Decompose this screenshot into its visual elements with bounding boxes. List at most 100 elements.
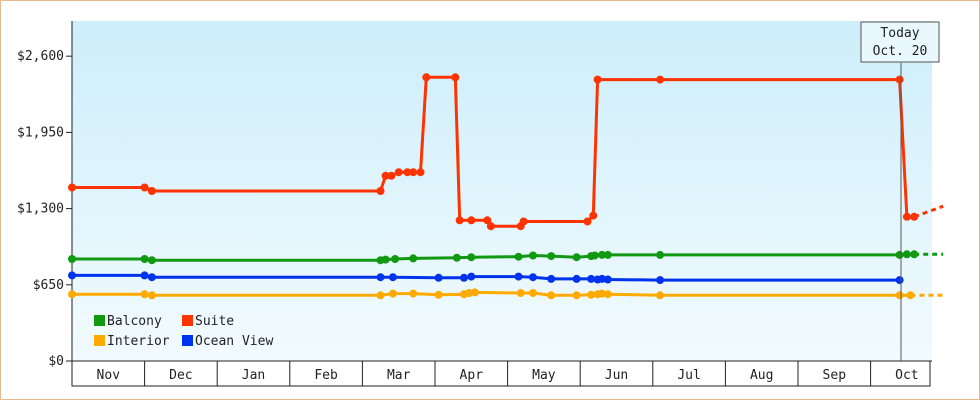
data-point-interior bbox=[140, 290, 149, 299]
data-point-suite bbox=[140, 183, 149, 192]
data-point-suite bbox=[409, 168, 418, 177]
x-tick-label: Sep bbox=[823, 368, 847, 383]
data-point-balcony bbox=[910, 250, 919, 259]
x-tick-label: Aug bbox=[750, 368, 773, 383]
data-point-ocean-view bbox=[388, 273, 397, 282]
data-point-suite bbox=[68, 183, 76, 192]
data-point-balcony bbox=[603, 250, 612, 259]
y-tick-label: $2,600 bbox=[17, 49, 64, 64]
data-point-interior bbox=[906, 291, 915, 300]
data-point-ocean-view bbox=[598, 274, 606, 283]
today-date: Oct. 20 bbox=[873, 44, 928, 59]
legend-swatch-balcony bbox=[94, 315, 105, 326]
data-point-suite bbox=[381, 171, 390, 180]
legend: Balcony Suite Interior Ocean View bbox=[94, 314, 273, 349]
data-point-balcony bbox=[656, 250, 665, 259]
data-point-ocean-view bbox=[514, 272, 523, 281]
y-tick-label: $1,300 bbox=[17, 202, 64, 217]
data-point-interior bbox=[895, 291, 904, 300]
data-point-suite bbox=[656, 75, 665, 84]
data-point-ocean-view bbox=[467, 272, 476, 281]
data-point-suite bbox=[895, 75, 904, 84]
legend-label-interior: Interior bbox=[107, 334, 170, 349]
axes: $0 $650 $1,300 $1,950 $2,600 Nov Dec Jan Feb Mar A… bbox=[17, 21, 932, 387]
data-point-suite bbox=[589, 211, 598, 220]
data-point-suite bbox=[910, 212, 919, 221]
x-tick-label: Apr bbox=[460, 368, 484, 383]
legend-swatch-interior bbox=[94, 335, 105, 346]
data-point-interior bbox=[465, 289, 474, 297]
x-tick-label: Nov bbox=[97, 368, 121, 383]
data-point-interior bbox=[603, 290, 612, 299]
data-point-ocean-view bbox=[434, 273, 443, 282]
data-point-suite bbox=[486, 222, 495, 231]
legend-label-suite: Suite bbox=[195, 314, 234, 329]
x-tick-label: Jul bbox=[677, 368, 700, 383]
data-point-ocean-view bbox=[147, 273, 156, 282]
data-point-suite bbox=[593, 75, 602, 84]
legend-label-ocean-view: Ocean View bbox=[195, 334, 273, 349]
data-point-balcony bbox=[895, 250, 904, 259]
x-tick-label: Mar bbox=[387, 368, 411, 383]
today-box bbox=[860, 21, 940, 63]
data-point-interior bbox=[434, 290, 443, 299]
data-point-interior bbox=[376, 291, 385, 300]
data-point-suite bbox=[483, 216, 492, 225]
data-point-suite bbox=[387, 171, 396, 180]
data-point-ocean-view bbox=[587, 274, 596, 283]
y-tick-label: $1,950 bbox=[17, 125, 64, 140]
data-point-interior bbox=[547, 291, 556, 300]
y-tick-label: $0 bbox=[48, 354, 64, 369]
data-point-suite bbox=[394, 168, 403, 177]
legend-swatch-ocean-view bbox=[182, 335, 193, 346]
data-point-balcony bbox=[409, 254, 418, 263]
data-point-ocean-view bbox=[572, 274, 581, 283]
y-tick-label: $650 bbox=[33, 278, 64, 293]
data-point-interior bbox=[68, 290, 76, 299]
data-point-ocean-view bbox=[68, 271, 76, 280]
data-point-interior bbox=[470, 288, 479, 297]
data-point-balcony bbox=[452, 253, 461, 262]
data-point-balcony bbox=[572, 253, 581, 262]
data-point-suite bbox=[467, 216, 476, 225]
data-point-ocean-view bbox=[460, 273, 468, 282]
today-label: Today bbox=[880, 26, 919, 41]
data-point-suite bbox=[422, 73, 431, 82]
data-point-suite bbox=[403, 168, 412, 177]
data-point-interior bbox=[388, 289, 397, 298]
data-point-ocean-view bbox=[603, 275, 612, 284]
data-point-balcony bbox=[590, 251, 599, 260]
data-point-balcony bbox=[140, 255, 149, 263]
data-point-balcony bbox=[598, 250, 606, 259]
x-tick-label: Dec bbox=[169, 368, 192, 383]
x-tick-label: Feb bbox=[314, 368, 338, 383]
data-point-balcony bbox=[147, 256, 156, 265]
data-point-interior bbox=[656, 291, 665, 300]
data-point-balcony bbox=[902, 250, 911, 259]
data-point-balcony bbox=[514, 252, 523, 261]
legend-swatch-suite bbox=[182, 315, 193, 326]
data-point-interior bbox=[409, 289, 418, 298]
data-point-suite bbox=[416, 168, 425, 177]
data-point-ocean-view bbox=[656, 276, 665, 285]
x-tick-label: Jun bbox=[605, 368, 628, 383]
data-point-interior bbox=[516, 289, 525, 297]
legend-label-balcony: Balcony bbox=[107, 314, 162, 329]
data-point-suite bbox=[376, 187, 385, 195]
data-point-ocean-view bbox=[140, 271, 149, 280]
x-tick-label: May bbox=[532, 368, 556, 383]
data-point-suite bbox=[451, 73, 460, 82]
data-point-suite bbox=[455, 216, 464, 225]
data-point-suite bbox=[902, 212, 911, 221]
data-point-interior bbox=[587, 290, 596, 299]
data-point-interior bbox=[572, 291, 581, 300]
data-point-interior bbox=[147, 291, 156, 300]
data-point-interior bbox=[598, 289, 606, 298]
series-lines bbox=[68, 73, 944, 300]
data-point-suite bbox=[147, 187, 156, 195]
data-point-ocean-view bbox=[895, 276, 904, 285]
data-point-interior bbox=[529, 289, 537, 297]
data-point-ocean-view bbox=[376, 273, 385, 282]
